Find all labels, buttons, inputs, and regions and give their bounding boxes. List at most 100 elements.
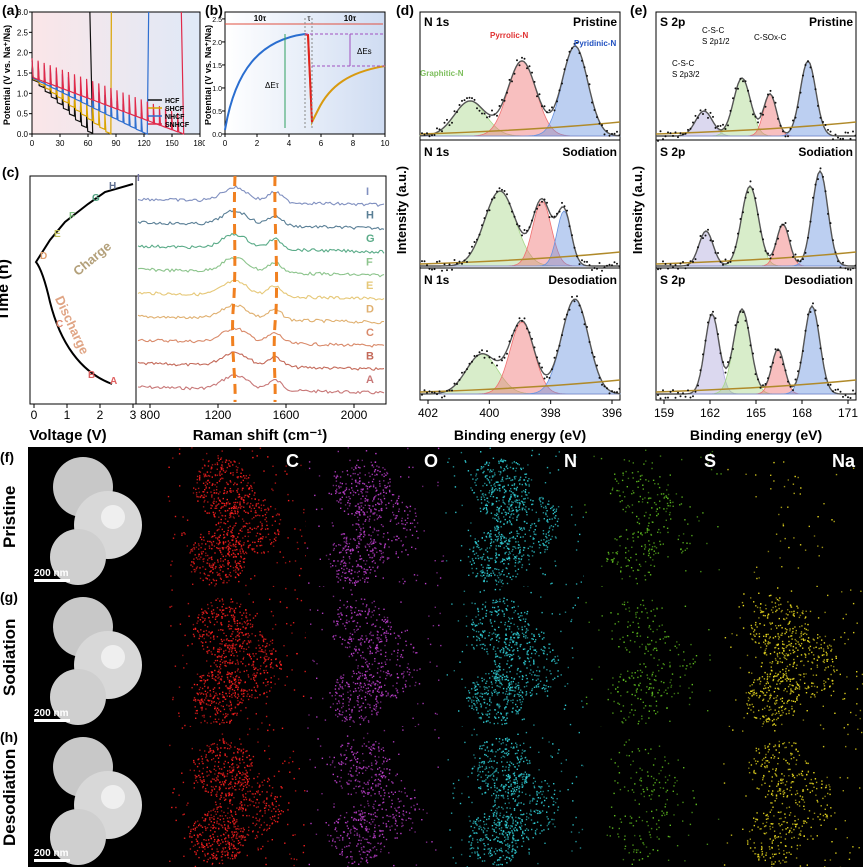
- panel-c-ylabel: Time (h): [0, 259, 12, 321]
- panel-c-spectrum-label-D: D: [366, 304, 374, 316]
- panel-d-label-pyrrolic: Pyrrolic-N: [490, 31, 528, 40]
- panel-a-ytick: 0.0: [17, 130, 29, 139]
- panel-e-label-csc-2: C-S-C: [672, 59, 694, 68]
- panel-label-f: (f): [0, 449, 14, 465]
- eds-map-o-pristine: O: [306, 447, 446, 587]
- panel-c-spectrum-label-I: I: [366, 186, 369, 198]
- panel-c-point-E: E: [54, 229, 61, 240]
- panel-label-b: (b): [205, 2, 223, 18]
- eds-map-s-desodiation: [584, 727, 724, 867]
- svg-d-xtick: 398: [541, 406, 561, 420]
- panel-c-point-D: D: [40, 251, 47, 262]
- panel-b-10tau-left: 10τ: [254, 14, 267, 23]
- scale-bar-label: 200 nm: [34, 848, 68, 859]
- panel-a-xtick: 90: [112, 139, 121, 148]
- panel-label-c: (c): [2, 164, 19, 180]
- element-label-s: S: [704, 451, 716, 472]
- panel-a-ytick: 0.5: [17, 110, 29, 119]
- panel-a-legend-SHCF: SHCF: [165, 106, 185, 113]
- svg-d-xtick: 402: [418, 406, 438, 420]
- panel-a-ytick: 1.0: [17, 89, 29, 98]
- panel-d-label-graphitic: Graphitic-N: [420, 69, 464, 78]
- svg-d-xlabel: Binding energy (eV): [454, 427, 586, 443]
- panel-c-spectrum-label-H: H: [366, 210, 374, 222]
- scale-bar: [34, 719, 70, 722]
- panel-c-xtick-right: 1200: [205, 408, 232, 422]
- eds-map-n-pristine: N: [445, 447, 585, 587]
- panel-b-dEt-label: ΔEτ: [265, 81, 280, 90]
- svg-e-xtick: 159: [654, 406, 674, 420]
- panel-e-label-csox: C-SOx-C: [754, 33, 787, 42]
- panel-a-xtick: 30: [56, 139, 65, 148]
- panel-c-point-H: H: [109, 181, 116, 192]
- eds-map-o-desodiation: [306, 727, 446, 867]
- eds-map-na-sodiation: [723, 587, 863, 727]
- panel-c-xtick-left: 0: [31, 408, 38, 422]
- element-label-n: N: [564, 451, 577, 472]
- panel-b-xtick: 8: [351, 139, 356, 148]
- svg-e-elem-2: S 2p: [660, 273, 685, 287]
- eds-map-n-desodiation: [445, 727, 585, 867]
- svg-e-xtick: 171: [838, 406, 858, 420]
- panel-c-spectrum-label-C: C: [366, 327, 374, 339]
- panel-b-ytick: 1.0: [212, 86, 222, 93]
- panel-c-point-I: I: [137, 173, 140, 184]
- svg-d-elem-2: N 1s: [424, 273, 450, 287]
- row-label-sodiation: Sodiation: [0, 587, 28, 727]
- panel-b-ytick: 0.0: [212, 132, 222, 139]
- panel-b-10tau-right: 10τ: [344, 14, 357, 23]
- svg-d-xtick: 396: [602, 406, 622, 420]
- svg-d-elem-0: N 1s: [424, 15, 450, 29]
- panel-c-xtick-right: 2000: [341, 408, 368, 422]
- panel-c-xtick-right: 1600: [273, 408, 300, 422]
- tem-image-sodiation: 200 nm: [28, 587, 168, 727]
- svg-e-ylabel: Intensity (a.u.): [630, 166, 645, 254]
- svg-d-state-1: Sodiation: [562, 145, 617, 159]
- panel-b-xtick: 2: [255, 139, 260, 148]
- panel-c-left-plot: [30, 176, 136, 404]
- xps-peak: [656, 78, 856, 136]
- panel-label-d: (d): [396, 2, 414, 18]
- eds-map-s-pristine: S: [584, 447, 724, 587]
- panel-e-label-csc-1: C-S-C: [702, 26, 724, 35]
- panel-a-ytick: 2.5: [17, 28, 29, 37]
- tem-image-pristine: 200 nm: [28, 447, 168, 587]
- panel-b-xtick: 10: [381, 139, 390, 148]
- panel-d-label-pyridinic: Pyridinic-N: [574, 39, 616, 48]
- panel-c-xtick-right: 800: [140, 408, 160, 422]
- panel-c-spectrum-label-G: G: [366, 233, 375, 245]
- panel-b-xtick: 6: [319, 139, 324, 148]
- eds-map-s-sodiation: [584, 587, 724, 727]
- eds-map-o-sodiation: [306, 587, 446, 727]
- svg-d-elem-1: N 1s: [424, 145, 450, 159]
- panel-c-xtick-left: 1: [64, 408, 71, 422]
- svg-d-state-0: Pristine: [573, 15, 617, 29]
- svg-d-xtick: 400: [479, 406, 499, 420]
- svg-e-xlabel: Binding energy (eV): [690, 427, 822, 443]
- svg-e-elem-0: S 2p: [660, 15, 685, 29]
- panel-label-h: (h): [0, 729, 18, 745]
- panel-a-ytick: 1.5: [17, 69, 29, 78]
- element-label-o: O: [424, 451, 438, 472]
- svg-d-ylabel: Intensity (a.u.): [394, 166, 409, 254]
- panel-c-spectrum-label-A: A: [366, 374, 374, 386]
- row-label-pristine: Pristine: [0, 447, 28, 587]
- panel-c-spectrum-label-B: B: [366, 351, 374, 363]
- panel-c-xlabel-left: Voltage (V): [29, 427, 106, 444]
- svg-e-xtick: 162: [700, 406, 720, 420]
- panel-a-legend-HCF: HCF: [165, 98, 180, 105]
- panel-a-xtick: 0: [30, 139, 35, 148]
- panel-c-point-F: F: [69, 211, 75, 222]
- svg-e-state-1: Sodiation: [798, 145, 853, 159]
- eds-map-c-desodiation: [167, 727, 307, 867]
